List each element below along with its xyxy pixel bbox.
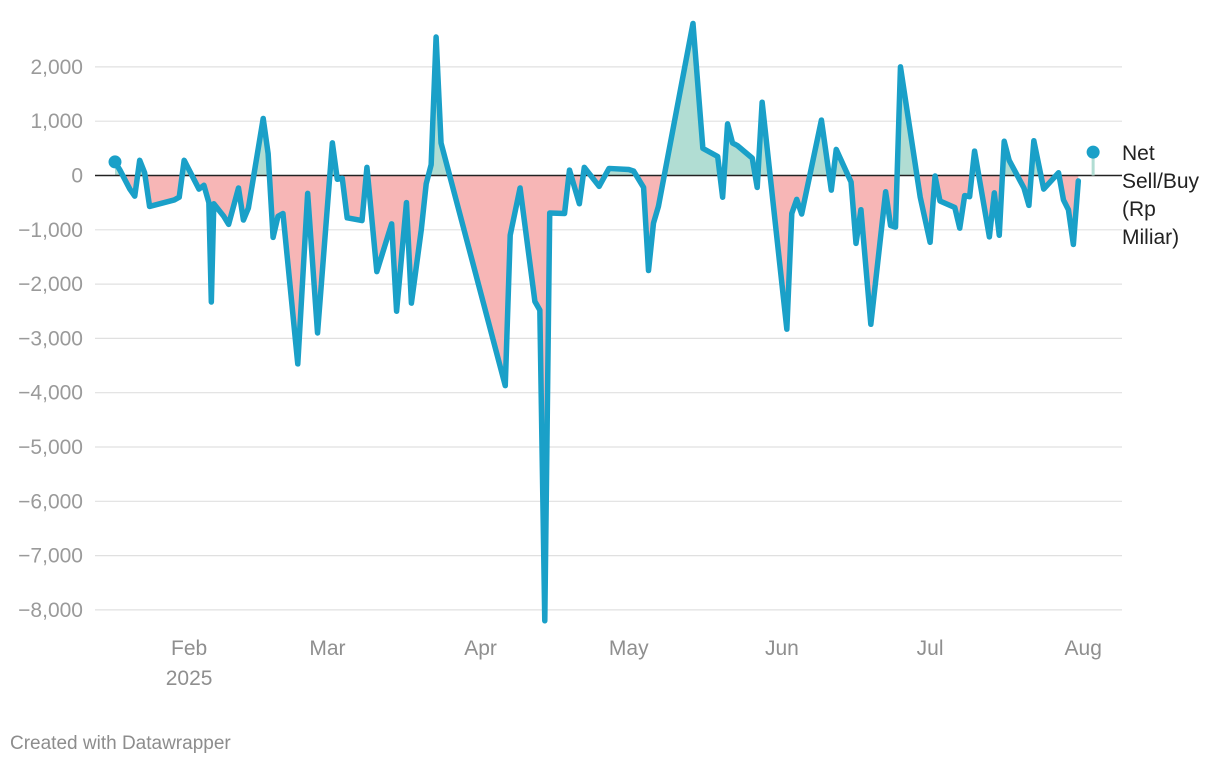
start-point-marker: [108, 155, 122, 169]
y-tick-label: −2,000: [18, 273, 83, 296]
positive-area: [664, 23, 720, 176]
series-line: [112, 20, 1082, 624]
x-tick-label: Jul: [917, 637, 944, 660]
y-tick-label: −5,000: [18, 436, 83, 459]
x-tick-label: Feb: [171, 637, 207, 660]
y-tick-label: −1,000: [18, 219, 83, 242]
negative-area: [191, 175, 254, 303]
y-tick-label: −7,000: [18, 545, 83, 568]
y-tick-label: 1,000: [30, 110, 83, 133]
grid-lines: [95, 66, 1122, 611]
x-tick-sublabel: 2025: [166, 667, 213, 690]
y-tick-label: −8,000: [18, 599, 83, 622]
y-tick-label: −3,000: [18, 327, 83, 350]
x-tick-label: Mar: [309, 637, 345, 660]
series-label-line: Net: [1122, 142, 1155, 165]
x-tick-label: Aug: [1065, 637, 1102, 660]
y-tick-label: 0: [71, 165, 83, 188]
series-label-line: Miliar): [1122, 226, 1179, 249]
latest-point-marker: [1086, 145, 1100, 159]
y-tick-label: −4,000: [18, 382, 83, 405]
area-fills: [115, 23, 1079, 621]
y-axis-tick-labels: 2,000 1,000 0 −1,000 −2,000 −3,000 −4,000 −5,00…: [18, 56, 83, 622]
x-axis-tick-labels: Feb 2025 Mar Apr May Jun Jul Aug: [166, 637, 1102, 690]
series-label-line: Sell/Buy: [1122, 170, 1200, 193]
series-label-line: (Rp: [1122, 198, 1156, 221]
y-tick-label: −6,000: [18, 490, 83, 513]
y-tick-label: 2,000: [30, 56, 83, 79]
series-label: Net Sell/Buy (Rp Miliar): [1122, 142, 1200, 249]
x-tick-label: Apr: [464, 637, 497, 660]
x-tick-label: Jun: [765, 637, 799, 660]
datawrapper-credit: Created with Datawrapper: [10, 733, 231, 754]
series-line-group: [108, 20, 1100, 624]
x-tick-label: May: [609, 637, 649, 660]
